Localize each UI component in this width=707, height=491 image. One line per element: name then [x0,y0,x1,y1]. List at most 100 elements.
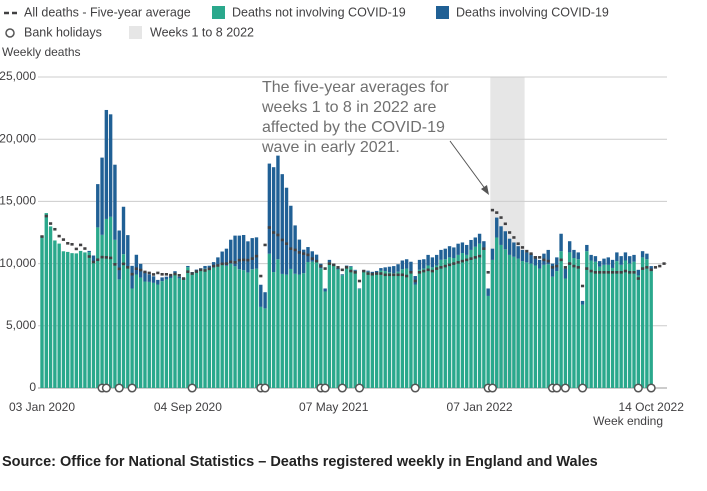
bar-segment [229,239,233,264]
annotation-line: wave in early 2021. [261,139,400,156]
bar-segment [194,270,199,388]
bar-segment [310,261,314,388]
bar-segment [100,157,104,235]
bar-segment [224,265,229,388]
bar-segment [284,187,289,275]
bar-segment [529,263,533,388]
bar-segment [499,226,503,245]
bar-segment [246,272,250,388]
bar-segment [289,205,293,269]
bank-holiday-marker [320,383,330,393]
bar-segment [53,240,57,388]
bar-segment [310,251,314,262]
bar-segment [336,269,340,388]
y-tick-label: 10,000 [0,256,36,270]
bar-segment [160,281,164,388]
bar-segment [409,261,413,272]
bar-segment [490,248,495,260]
bar-segment [143,271,147,282]
legend-swatch [129,26,142,39]
bar-segment [580,304,585,388]
bar-segment [126,235,130,268]
bar-segment [387,266,392,273]
bar-segment [130,265,134,289]
bar-segment [537,268,542,388]
bar-segment [306,261,310,388]
bar-segment [289,268,293,388]
bar-segment [96,184,100,228]
bar-segment [297,274,302,388]
bar-segment [589,260,593,388]
bar-segment [507,238,512,255]
bar-segment [610,259,615,268]
bank-holiday-marker [337,383,347,393]
bar-segment [400,260,405,270]
bar-segment [276,155,280,260]
bar-segment [645,253,649,260]
bar-segment [173,273,177,388]
bar-segment [452,258,456,388]
bar-segment [576,259,580,388]
bar-segment [636,275,641,388]
annotation-arrowhead [481,185,489,195]
bar-segment [267,253,272,388]
bar-segment [314,260,319,388]
bar-segment [443,259,447,388]
bar-segment [237,269,242,388]
bar-segment [370,273,375,388]
bar-segment [117,279,121,388]
bar-segment [516,258,520,388]
bar-segment [392,266,396,274]
bar-segment [469,249,473,388]
bar-segment [362,271,366,388]
bar-segment [400,269,405,388]
bar-segment [507,254,512,388]
bar-segment [632,254,636,262]
bar-segment [649,271,653,388]
x-tick-label: 04 Sep 2020 [154,400,222,414]
annotation-arrow [449,140,487,191]
y-axis-label: Weekly deaths [2,45,81,59]
bar-segment [293,273,297,388]
bar-segment [374,272,379,388]
bar-segment [224,248,229,266]
bar-segment [383,271,387,388]
bar-segment [340,274,344,276]
bank-holiday-marker [577,383,588,393]
bar-segment [143,281,147,388]
bar-segment [220,251,224,264]
bar-segment [349,266,353,267]
bar-segment [246,241,250,273]
bar-segment [482,249,486,388]
bar-segment [233,266,237,388]
bar-segment [392,273,396,388]
bar-segment [606,264,610,388]
bar-segment [344,266,349,388]
legend-label: Weeks 1 to 8 2022 [150,25,254,39]
bar-segment [482,241,486,250]
bar-segment [113,239,117,388]
bar-segment [336,267,340,270]
bar-segment [602,258,606,265]
bar-segment [615,261,619,388]
bar-segment [563,278,568,388]
y-tick-label: 5,000 [6,318,36,332]
bar-segment [100,234,104,388]
bar-segment [499,244,503,388]
bar-segment [426,265,430,388]
bar-segment [366,271,370,388]
legend-swatch [436,6,449,19]
bar-segment [177,276,181,279]
bar-segment [267,163,272,254]
bar-segment [353,269,357,271]
bar-segment [138,277,143,388]
bar-segment [216,265,220,388]
bar-segment [323,288,327,292]
bar-segment [160,277,164,282]
bar-segment [340,275,344,388]
bank-holiday-marker [114,383,124,393]
bar-segment [70,253,74,388]
bar-segment [254,237,259,269]
bar-segment [542,264,546,388]
bar-segment [91,255,96,263]
